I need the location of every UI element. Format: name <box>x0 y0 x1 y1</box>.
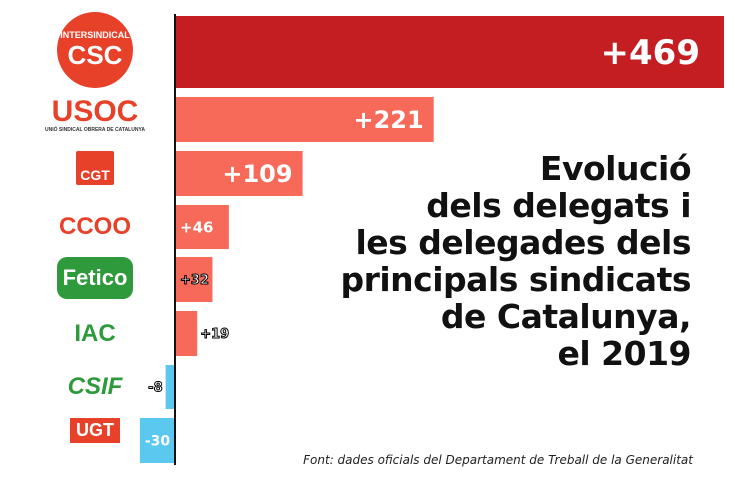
bar-0 <box>175 16 724 88</box>
logo-fetico: Fetico <box>40 257 150 302</box>
logo-csif: CSIF <box>67 373 123 400</box>
bar-2 <box>175 151 303 196</box>
data-label-2: +109 <box>222 160 292 188</box>
bar-3 <box>175 205 229 249</box>
data-label-5: +19 <box>200 327 229 342</box>
logo-ugt: UGT <box>40 418 150 463</box>
data-label-7: -30 <box>145 434 171 450</box>
logo-csc: INTERSINDICAL CSC <box>40 12 150 92</box>
data-label-6: -8 <box>148 381 162 396</box>
bar-5 <box>175 311 198 356</box>
logo-iac: IAC <box>74 320 116 347</box>
data-label-3: +46 <box>180 218 213 236</box>
logo-ccoo: CCOO <box>59 213 131 240</box>
bar-7 <box>139 418 175 463</box>
data-label-1: +221 <box>353 106 423 134</box>
data-label-0: +469 <box>601 33 700 73</box>
data-label-4: +32 <box>180 273 209 288</box>
bar-6 <box>165 365 175 409</box>
logo-cgt: CGT <box>40 151 150 196</box>
bar-4 <box>175 257 213 302</box>
bar-1 <box>175 97 434 142</box>
logo-usoc: USOC UNIÓ SINDICAL OBRERA DE CATALUNYA <box>45 95 145 134</box>
chart-title: Evolució dels delegats i les delegades d… <box>340 149 691 373</box>
source-note: Font: dades oficials del Departament de … <box>303 453 693 467</box>
